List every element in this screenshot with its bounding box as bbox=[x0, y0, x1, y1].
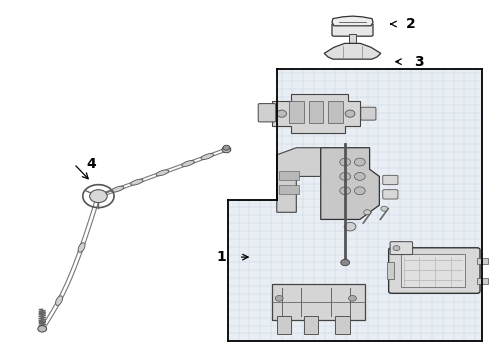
Bar bbox=[272, 284, 365, 320]
Polygon shape bbox=[321, 148, 379, 220]
Circle shape bbox=[340, 158, 350, 166]
FancyBboxPatch shape bbox=[383, 175, 398, 185]
Bar bbox=[228, 69, 482, 341]
FancyBboxPatch shape bbox=[389, 248, 480, 293]
FancyBboxPatch shape bbox=[383, 190, 398, 199]
Text: 4: 4 bbox=[86, 157, 96, 171]
Circle shape bbox=[275, 296, 283, 301]
Circle shape bbox=[345, 110, 355, 117]
Ellipse shape bbox=[156, 170, 169, 176]
Circle shape bbox=[381, 206, 388, 211]
Polygon shape bbox=[332, 16, 373, 26]
Circle shape bbox=[344, 222, 356, 231]
Circle shape bbox=[223, 145, 230, 150]
Circle shape bbox=[354, 172, 365, 180]
Bar bbox=[289, 101, 304, 123]
Text: 3: 3 bbox=[414, 55, 423, 69]
Circle shape bbox=[340, 172, 350, 180]
Polygon shape bbox=[324, 43, 381, 59]
Bar bbox=[348, 34, 356, 42]
Circle shape bbox=[341, 259, 349, 266]
Bar bbox=[228, 69, 277, 200]
Circle shape bbox=[340, 187, 350, 195]
Polygon shape bbox=[277, 148, 321, 212]
Bar bbox=[328, 101, 343, 123]
Circle shape bbox=[38, 325, 47, 332]
Circle shape bbox=[364, 210, 370, 215]
Circle shape bbox=[354, 158, 365, 166]
Bar bbox=[309, 101, 323, 123]
Circle shape bbox=[90, 190, 107, 203]
Circle shape bbox=[354, 187, 365, 195]
Bar bbox=[477, 278, 488, 284]
Ellipse shape bbox=[130, 179, 143, 185]
Ellipse shape bbox=[111, 186, 124, 192]
Circle shape bbox=[348, 296, 356, 301]
Circle shape bbox=[222, 146, 231, 153]
Bar bbox=[304, 316, 318, 334]
Ellipse shape bbox=[182, 161, 195, 166]
Bar bbox=[277, 316, 292, 334]
Bar bbox=[279, 185, 299, 194]
Bar bbox=[477, 258, 488, 264]
FancyBboxPatch shape bbox=[390, 242, 413, 255]
Bar bbox=[335, 316, 350, 334]
FancyBboxPatch shape bbox=[361, 107, 376, 120]
Ellipse shape bbox=[78, 243, 85, 252]
Ellipse shape bbox=[56, 296, 63, 305]
Bar bbox=[401, 254, 465, 287]
Circle shape bbox=[277, 110, 287, 117]
Bar bbox=[387, 262, 394, 279]
FancyBboxPatch shape bbox=[332, 23, 373, 36]
Ellipse shape bbox=[201, 154, 214, 159]
Text: 1: 1 bbox=[217, 250, 226, 264]
Bar bbox=[279, 171, 299, 180]
Circle shape bbox=[393, 246, 400, 251]
Polygon shape bbox=[272, 94, 360, 134]
Text: 2: 2 bbox=[406, 17, 416, 31]
FancyBboxPatch shape bbox=[258, 104, 276, 122]
